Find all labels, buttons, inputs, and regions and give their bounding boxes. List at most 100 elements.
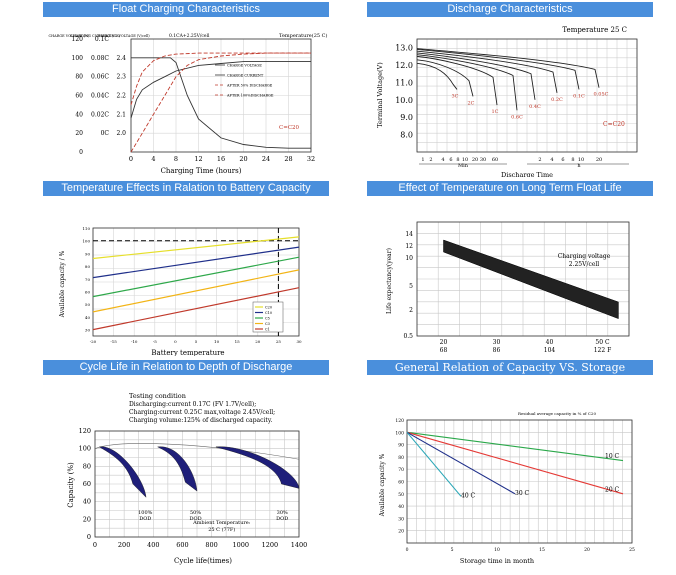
- legend-label: CHARGE CURRENT: [227, 74, 264, 78]
- legend-label: C1: [265, 328, 270, 332]
- x-tick-label: 6: [449, 157, 452, 163]
- x-tick-label: 40: [546, 339, 554, 346]
- dod-label: 100%: [138, 510, 153, 516]
- y-tick-label: 70: [85, 277, 91, 282]
- y-tick-label: 80: [398, 455, 404, 461]
- plot-frame: [406, 419, 633, 544]
- plot-frame: [416, 38, 638, 153]
- reference-curve: [94, 443, 300, 460]
- panel-header: Temperature Effects in Ralation to Batte…: [43, 181, 329, 196]
- y-tick-label: 20: [398, 529, 404, 535]
- y-tick-label: 100: [79, 445, 91, 453]
- y-tick-label: 70: [398, 467, 404, 473]
- y-tick-label: 11.0: [395, 78, 413, 87]
- annotation: Charging voltage: [558, 253, 611, 260]
- y-tick-label: 100: [82, 239, 90, 244]
- x-tick-label: 86: [493, 347, 501, 354]
- plot-frame: [92, 227, 300, 337]
- series-label: 30 C: [515, 490, 530, 497]
- x-tick-label: 20: [255, 339, 261, 344]
- panel-header: Cycle Life in Relation to Depth of Disch…: [43, 360, 329, 375]
- x-tick-label: 25: [276, 339, 282, 344]
- curve-label: 0.1C: [573, 93, 585, 99]
- curve-label: 0.6C: [511, 114, 523, 120]
- curve-label: 0.4C: [529, 104, 541, 110]
- annotation: 0.1CA+2.25V/cell: [169, 33, 210, 39]
- y-tick-label: 0.02C: [91, 111, 109, 118]
- y-tick-label: 110: [82, 226, 90, 231]
- series-charge-current: [131, 57, 311, 149]
- dod-label: DOD: [189, 516, 201, 522]
- y-tick-label: 20: [75, 130, 83, 137]
- y-tick-label: 80: [83, 462, 91, 470]
- x-tick-label: 4: [550, 157, 553, 163]
- axis-title: CHARGING VOLTAGE (V/cell): [96, 34, 150, 38]
- y-tick-label: 90: [85, 251, 91, 256]
- test-condition-note: Charging volume:125% of discharged capac…: [129, 417, 272, 424]
- panel-header: Discharge Characteristics: [367, 2, 653, 17]
- series-label: 10 C: [605, 453, 620, 460]
- x-tick-label: 32: [307, 155, 315, 163]
- x-tick-label: 8: [174, 155, 178, 163]
- discharge-curve: [416, 50, 558, 93]
- y-axis-label: Available capacity / %: [59, 250, 66, 318]
- y-tick-label: 2.2: [116, 93, 126, 100]
- annotation: Temperature(25 C): [279, 32, 327, 39]
- x-tick-label: 28: [284, 155, 292, 163]
- series-c10: [92, 246, 300, 279]
- test-condition-note: Discharging:current 0.17C (FV 1.7V/cell)…: [129, 401, 256, 408]
- discharge-curve: [416, 59, 474, 97]
- y-tick-label: 0: [87, 533, 91, 541]
- x-axis-label: Cycle life(times): [174, 557, 232, 565]
- x-tick-label: 20: [440, 339, 448, 346]
- y-tick-label: 0C: [101, 130, 110, 137]
- x-tick-label: 68: [440, 347, 448, 354]
- panel-header: Effect of Temperature on Long Term Float…: [367, 181, 653, 196]
- x-tick-label: 0: [174, 339, 177, 344]
- discharge-curve: [416, 52, 536, 100]
- series-charge-voltage: [130, 61, 311, 119]
- y-tick-label: 20: [83, 515, 91, 523]
- x-tick-label: 20: [584, 547, 590, 553]
- legend-label: AFTER 50% DISCHARGE: [226, 84, 273, 88]
- x-tick-label: 0: [406, 547, 409, 553]
- y-tick-label: 10.0: [395, 96, 413, 105]
- x-tick-label: 2: [538, 157, 541, 163]
- legend-label: AFTER 100%DISCHARGE: [226, 94, 274, 98]
- curve-label: 1C: [491, 109, 498, 115]
- curve-label: 0.2C: [551, 97, 563, 103]
- y-axis-label: Life expectancy(year): [386, 248, 393, 314]
- capacity-storage-chart: 120 100 90 80 70 60 50 40 30 20 0 5 10 15 20 25 Availabl…: [379, 411, 635, 565]
- panel-capacity-storage: General Relation of Capacity VS. Storage…: [367, 360, 653, 575]
- y-tick-label: 0.06C: [91, 74, 109, 81]
- y-tick-label: 120: [72, 36, 84, 43]
- series-after-100: [130, 52, 311, 153]
- x-tick-label: 400: [147, 541, 159, 549]
- x-tick-label: 60: [492, 157, 498, 163]
- x-tick-label: 4: [441, 157, 444, 163]
- y-tick-label: 80: [75, 74, 83, 81]
- curve-label: 2C: [467, 100, 474, 106]
- x-tick-label: 12: [194, 155, 202, 163]
- y-tick-label: 50: [398, 492, 404, 498]
- temperature-capacity-chart: 110 100 90 80 70 60 50 40 30 -20 -15 -10 -5 0 5 10 15 20 2…: [59, 226, 302, 357]
- discharge-curve: [416, 54, 518, 111]
- annotation: 2.25V/cell: [569, 261, 600, 268]
- panel-float-charging: Float Charging Characteristics CHARGE VO…: [43, 2, 329, 182]
- y2-axis-label: Residual average capacity in % of C20: [518, 411, 596, 416]
- x-tick-label: 600: [176, 541, 188, 549]
- y-tick-label: 8.0: [400, 131, 413, 140]
- x-tick-label: 10: [462, 157, 468, 163]
- x-unit-label: Min: [458, 163, 469, 169]
- y-axis-label: Capacity (%): [67, 462, 75, 508]
- y-tick-label: 12: [405, 243, 413, 250]
- ambient-label: 25 C (77F): [208, 526, 235, 533]
- x-tick-label: 5: [451, 547, 454, 553]
- x-tick-label: 10: [578, 157, 584, 163]
- series-20c: [406, 431, 624, 495]
- series-label: 40 C: [461, 492, 476, 499]
- y-tick-label: 2.0: [116, 130, 126, 137]
- panel-header: General Relation of Capacity VS. Storage: [367, 360, 653, 375]
- panel-temperature-capacity: Temperature Effects in Ralation to Batte…: [43, 181, 329, 361]
- x-tick-label: 5: [195, 339, 198, 344]
